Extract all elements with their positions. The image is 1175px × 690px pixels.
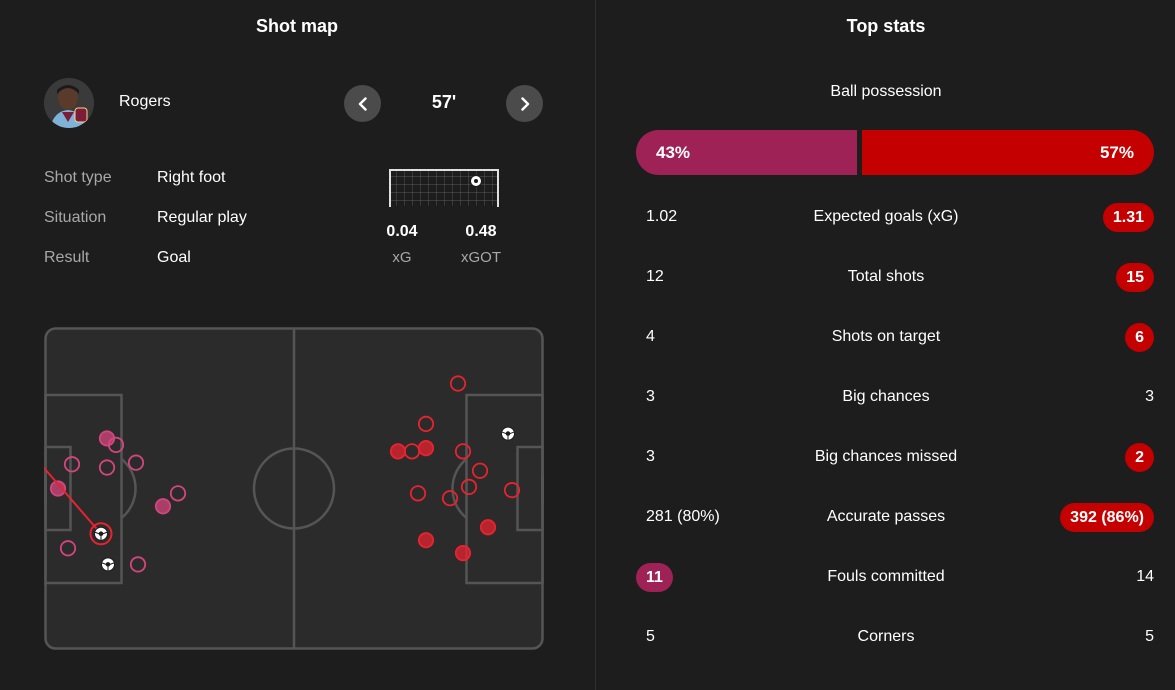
home-goal-shot[interactable] (101, 557, 115, 572)
chevron-left-icon (358, 96, 367, 111)
stat-row-shots-on-target: 4 Shots on target 6 (596, 322, 1175, 352)
home-shot[interactable] (127, 454, 145, 471)
possession-bar: 43% 57% (636, 130, 1154, 175)
stat-label: Corners (857, 628, 915, 645)
player-avatar[interactable] (44, 78, 94, 128)
player-name[interactable]: Rogers (119, 93, 171, 110)
xgot-label: xGOT (461, 249, 501, 266)
stat-away-value: 15 (1116, 263, 1154, 292)
home-shot[interactable] (154, 498, 172, 515)
away-shot[interactable] (454, 545, 472, 562)
situation-label: Situation (44, 209, 107, 226)
stat-away-value: 5 (1145, 628, 1154, 645)
stat-row-corners: 5 Corners 5 (596, 622, 1175, 652)
top-stats-panel: Top stats Ball possession 43% 57% 1.02 E… (595, 0, 1175, 690)
goal-frame-icon (389, 169, 499, 207)
stat-row-big-chances: 3 Big chances 3 (596, 382, 1175, 412)
previous-shot-button[interactable] (344, 85, 381, 122)
stat-row-xg: 1.02 Expected goals (xG) 1.31 (596, 202, 1175, 232)
possession-label: Ball possession (830, 83, 942, 100)
stat-label: Fouls committed (827, 568, 945, 585)
stat-home-value: 11 (636, 563, 673, 592)
possession-away-bar: 57% (862, 130, 1154, 175)
shot-map-panel: Shot map Rogers 57' Shot type Right foot… (44, 16, 544, 650)
stat-away-value: 2 (1125, 443, 1154, 472)
stat-row-accurate-passes: 281 (80%) Accurate passes 392 (86%) (596, 502, 1175, 532)
selected-shot[interactable] (44, 467, 113, 546)
shot-map-title: Shot map (255, 16, 338, 36)
possession-home-value: 43% (656, 143, 691, 162)
chevron-right-icon (520, 96, 529, 111)
xg-label: xG (392, 249, 412, 266)
shot-type-label: Shot type (44, 169, 112, 186)
stat-label: Big chances missed (814, 448, 958, 465)
home-shot[interactable] (59, 540, 77, 557)
stat-label: Total shots (847, 268, 925, 285)
stat-home-value: 1.02 (646, 208, 678, 225)
stat-row-total-shots: 12 Total shots 15 (596, 262, 1175, 292)
stat-home-value: 281 (80%) (646, 508, 720, 525)
away-shot[interactable] (389, 443, 407, 460)
stat-label: Expected goals (xG) (813, 208, 959, 225)
stat-home-value: 5 (646, 628, 655, 645)
situation-value: Regular play (157, 209, 247, 226)
away-shot[interactable] (417, 532, 435, 549)
stat-away-value: 1.31 (1102, 203, 1154, 232)
away-shot[interactable] (479, 519, 497, 536)
home-shot[interactable] (169, 485, 187, 502)
away-shot[interactable] (417, 415, 435, 433)
stat-away-value: 392 (86%) (1060, 503, 1154, 532)
stat-away-value: 14 (1136, 568, 1154, 585)
away-shot[interactable] (503, 482, 521, 499)
home-shot[interactable] (107, 436, 125, 453)
away-shot[interactable] (449, 375, 467, 392)
stat-away-value: 3 (1145, 388, 1154, 405)
possession-home-bar: 43% (636, 130, 857, 175)
stat-home-value: 4 (646, 328, 655, 345)
stat-home-value: 12 (646, 268, 664, 285)
possession-away-value: 57% (1099, 143, 1134, 162)
away-shot[interactable] (409, 485, 427, 502)
stat-label: Shots on target (831, 328, 941, 345)
away-goal-shot[interactable] (501, 426, 515, 441)
pitch-map (44, 327, 544, 650)
xgot-value: 0.48 (465, 223, 497, 240)
top-stats-title: Top stats (846, 16, 926, 36)
stat-home-value: 3 (646, 388, 655, 405)
stat-row-big-chances-missed: 3 Big chances missed 2 (596, 442, 1175, 472)
away-shot[interactable] (454, 443, 472, 460)
away-shot[interactable] (460, 478, 478, 495)
stat-away-value: 6 (1125, 323, 1154, 352)
stat-row-fouls-committed: 11 Fouls committed 14 (596, 562, 1175, 592)
xg-value: 0.04 (386, 223, 418, 240)
home-shot[interactable] (98, 459, 116, 476)
stat-label: Big chances (842, 388, 930, 405)
home-shot[interactable] (63, 456, 81, 473)
stat-home-value: 3 (646, 448, 655, 465)
shot-type-value: Right foot (157, 169, 226, 186)
result-label: Result (44, 249, 90, 266)
stat-label: Accurate passes (826, 508, 946, 525)
away-shot[interactable] (417, 440, 435, 457)
next-shot-button[interactable] (506, 85, 543, 122)
away-shot[interactable] (441, 490, 459, 507)
result-value: Goal (157, 249, 191, 266)
home-shot[interactable] (129, 556, 147, 573)
shot-minute: 57' (431, 92, 457, 112)
home-shot[interactable] (49, 480, 67, 497)
player-photo-icon (44, 78, 94, 128)
away-shot[interactable] (471, 462, 489, 479)
